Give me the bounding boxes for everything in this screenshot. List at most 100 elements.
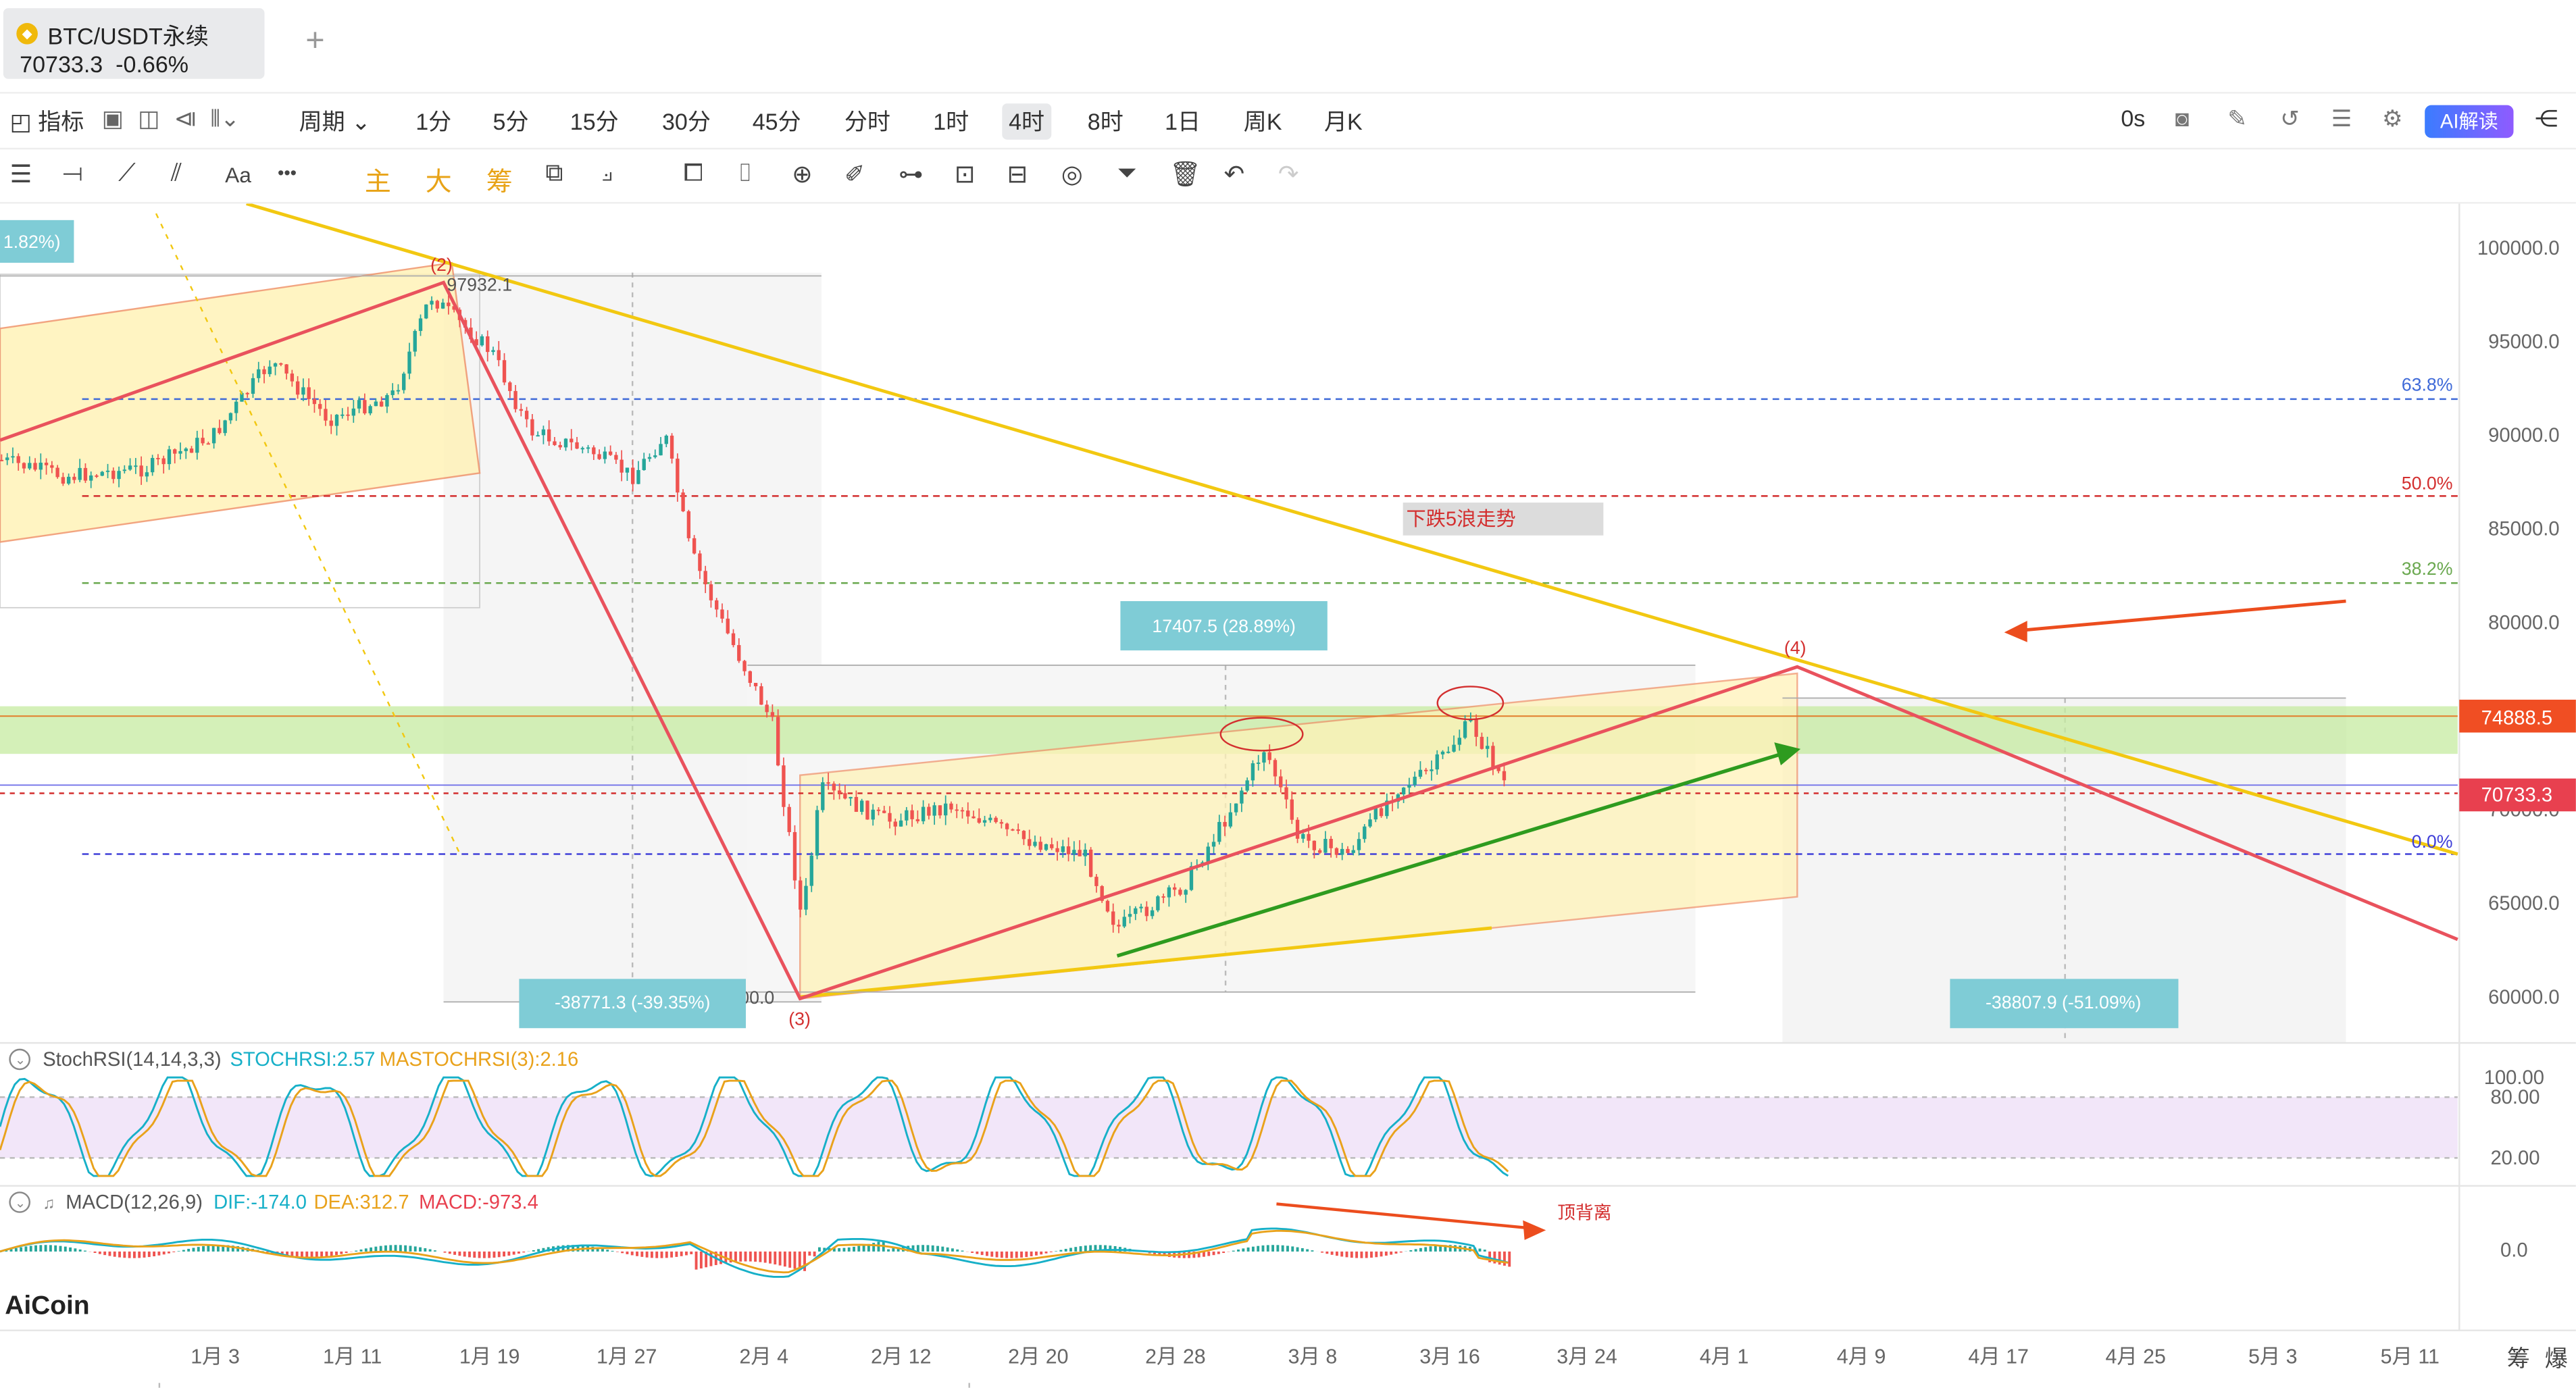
period-45m[interactable]: 45分 xyxy=(752,108,801,135)
add-tab-button[interactable]: + xyxy=(305,23,325,59)
macd-bar xyxy=(132,1251,136,1258)
macd-bar xyxy=(310,1251,313,1258)
period-30m[interactable]: 30分 xyxy=(661,108,711,135)
candle-body xyxy=(78,467,82,480)
period-8h[interactable]: 8时 xyxy=(1087,108,1123,135)
settings-icon[interactable]: ⚙ xyxy=(2381,105,2403,132)
horizontal-line-icon[interactable]: ⟞ xyxy=(62,159,83,188)
candle-body xyxy=(960,810,965,812)
x-tick-label: 2月 28 xyxy=(1145,1345,1206,1368)
magnet-icon[interactable]: ⧉ xyxy=(545,159,563,188)
candle-body xyxy=(346,414,350,416)
chevron-down-icon: ⌄ xyxy=(351,108,371,135)
redo-icon[interactable]: ↷ xyxy=(1278,161,1299,189)
big-order-toggle[interactable]: 大 xyxy=(425,169,452,197)
chip-toggle[interactable]: 筹 xyxy=(486,169,513,197)
measure-icon[interactable]: ⟓ xyxy=(601,159,613,188)
camera-icon[interactable]: ◙ xyxy=(2175,105,2190,132)
period-4h[interactable]: 4时 xyxy=(1002,103,1051,140)
macd-bar xyxy=(739,1251,742,1262)
candle-body xyxy=(1317,850,1322,853)
filter-icon[interactable]: ⏷ xyxy=(1117,159,1137,188)
main-chart-toggle[interactable]: 主 xyxy=(364,169,391,197)
period-15m[interactable]: 15分 xyxy=(570,108,619,135)
stochrsi-collapse-icon[interactable] xyxy=(9,1048,30,1071)
undo-icon[interactable]: ↶ xyxy=(1223,161,1245,189)
macd-bar xyxy=(1325,1251,1329,1254)
pct-box-down1 xyxy=(519,979,746,1029)
candle-body xyxy=(1094,877,1098,886)
macd-bar xyxy=(1153,1251,1156,1255)
macd-bar xyxy=(640,1251,644,1257)
edit-icon[interactable]: ⊟ xyxy=(1007,161,1028,189)
period-5m[interactable]: 5分 xyxy=(493,108,529,135)
symbol-tab[interactable]: ◆ BTC/USDT永续 70733.3 -0.66% xyxy=(3,8,265,79)
liquidation-corner-button[interactable]: 爆 xyxy=(2545,1346,2568,1372)
macd-bar xyxy=(694,1251,698,1270)
candle-body xyxy=(228,413,233,421)
menu-icon[interactable]: ☰ xyxy=(9,161,32,189)
period-dropdown[interactable]: 周期 ⌄ xyxy=(299,105,371,138)
candle-body xyxy=(329,420,333,426)
candle-body xyxy=(1033,842,1037,846)
price-chart[interactable]: (2) (3) (4) 97932.1 00.0 1.82%) 17407.5 … xyxy=(0,203,2576,1388)
layout-icon[interactable]: ◫ xyxy=(138,105,160,132)
candle-body xyxy=(1117,925,1121,927)
period-1m[interactable]: 1分 xyxy=(415,108,452,135)
macd-bar xyxy=(93,1251,97,1253)
candle-body xyxy=(486,336,490,353)
macd-collapse-icon[interactable] xyxy=(9,1191,30,1213)
candle-type-icon[interactable]: ⦀⌄ xyxy=(210,105,240,132)
candle-body xyxy=(899,820,903,827)
candle-body xyxy=(1346,848,1350,853)
pen-icon[interactable]: ✎ xyxy=(2227,105,2247,132)
x-tick-label: 4月 9 xyxy=(1837,1345,1886,1368)
magnet2-icon[interactable]: ◎ xyxy=(1061,161,1083,189)
candle-body xyxy=(201,438,205,444)
copy-icon[interactable]: ⧠ xyxy=(683,159,703,188)
delete-icon[interactable]: 🗑 xyxy=(1169,161,1201,189)
link-icon[interactable]: ⊶ xyxy=(899,161,924,189)
x-tick-label: 1月 3 xyxy=(191,1345,240,1368)
candle-body xyxy=(982,820,987,823)
period-timeline[interactable]: 分时 xyxy=(844,108,890,135)
trend-line-icon[interactable]: ⟋ xyxy=(118,159,136,188)
compare-icon[interactable]: ⧏ xyxy=(174,105,197,132)
zoom-icon[interactable]: ⊕ xyxy=(792,161,813,189)
macd-bar xyxy=(986,1251,988,1256)
macd-bar xyxy=(1350,1251,1353,1258)
macd-bar xyxy=(1429,1246,1432,1252)
candle-body xyxy=(1184,890,1188,895)
chart-style-icon[interactable]: ▣ xyxy=(101,105,124,132)
list-icon[interactable]: ☰ xyxy=(2331,105,2352,132)
candle-body xyxy=(1228,812,1233,827)
macd-bar xyxy=(636,1251,638,1256)
period-1d[interactable]: 1日 xyxy=(1165,108,1201,135)
macd-bar xyxy=(1355,1251,1359,1258)
share-icon[interactable]: ⋲ xyxy=(2535,105,2558,132)
indicator-button[interactable]: ◰ 指标 xyxy=(10,105,84,138)
ruler-icon[interactable]: ⌷ xyxy=(737,159,753,188)
x-tick-label: 3月 16 xyxy=(1419,1345,1480,1368)
lock-icon[interactable]: ⊡ xyxy=(954,161,976,189)
macd-bar xyxy=(458,1251,461,1256)
chip-corner-button[interactable]: 筹 xyxy=(2507,1346,2530,1372)
parallel-channel-icon[interactable]: ⫽ xyxy=(170,159,182,188)
brush-icon[interactable]: ✐ xyxy=(844,161,865,189)
period-month[interactable]: 月K xyxy=(1323,108,1363,135)
replay-icon[interactable]: ↺ xyxy=(2280,105,2300,132)
period-1h[interactable]: 1时 xyxy=(933,108,969,135)
macd-bar xyxy=(463,1251,466,1257)
candle-body xyxy=(524,411,529,419)
pct-box-up-text: 17407.5 (28.89%) xyxy=(1152,616,1296,636)
pct-box-left-text: 1.82%) xyxy=(3,232,61,252)
more-tools[interactable]: ••• xyxy=(277,164,297,184)
text-tool[interactable]: Aa xyxy=(225,162,251,188)
ai-analysis-button[interactable]: AI解读 xyxy=(2425,105,2514,138)
period-week[interactable]: 周K xyxy=(1243,108,1282,135)
candle-body xyxy=(273,363,278,367)
bell-icon[interactable]: ♫ xyxy=(43,1195,55,1213)
stochrsi-tick-100: 100.00 xyxy=(2484,1067,2544,1089)
candle-body xyxy=(418,318,423,331)
macd-bar xyxy=(660,1251,663,1258)
